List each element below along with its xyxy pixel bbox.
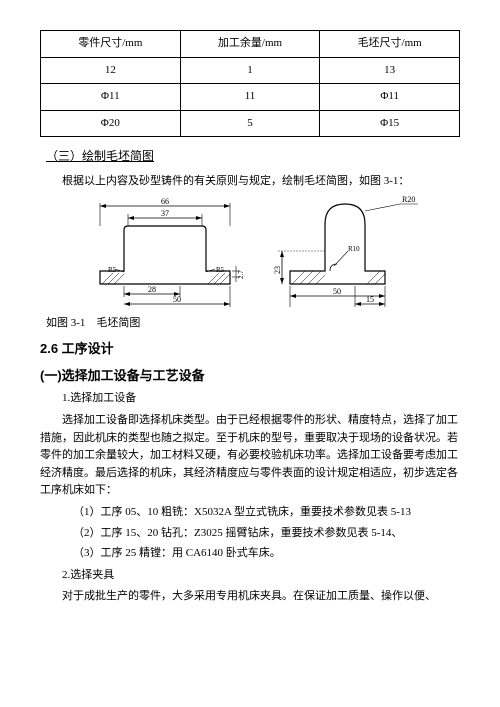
dim-50r: 50	[333, 287, 341, 296]
dim-15: 15	[366, 295, 374, 304]
dim-r5r: R5	[216, 266, 225, 274]
dim-r5l: R5	[108, 266, 117, 274]
item-2-title: 2.选择夹具	[62, 567, 460, 585]
blank-drawing-right: R20 R10 23 50	[270, 196, 420, 311]
section-2-6-sub1: (一)选择加工设备与工艺设备	[40, 366, 460, 387]
process-1: （1）工序 05、10 粗铣：X5032A 型立式铣床，重要技术参数见表 5-1…	[73, 504, 460, 522]
dim-r20: R20	[402, 196, 415, 204]
dim-2p7: 2.7	[237, 270, 245, 279]
process-3: （3）工序 25 精镗：用 CA6140 卧式车床。	[73, 545, 460, 563]
process-2: （2）工序 15、20 钻孔：Z3025 摇臂钻床，重要技术参数见表 5-14、	[73, 525, 460, 543]
blank-drawing-left: 66 37 R5 R5	[80, 196, 250, 311]
dimensions-table: 零件尺寸/mm 加工余量/mm 毛坯尺寸/mm 12 1 13 Φ11 11 Φ…	[40, 30, 460, 137]
figure-caption: 如图 3-1 毛坯简图	[46, 315, 460, 333]
dim-37: 37	[161, 209, 169, 218]
figure-3-1: 66 37 R5 R5	[40, 196, 460, 311]
dim-66: 66	[161, 197, 169, 206]
item-1-title: 1.选择加工设备	[62, 390, 460, 408]
para-2: 对于成批生产的零件，大多采用专用机床夹具。在保证加工质量、操作以便、	[40, 588, 460, 606]
para-1: 选择加工设备即选择机床类型。由于已经根据零件的形状、精度特点，选择了加工措施，因…	[40, 412, 460, 500]
table-row: Φ20 5 Φ15	[41, 110, 460, 137]
section-3-title: （三）绘制毛坯简图	[46, 147, 460, 166]
col-header: 零件尺寸/mm	[41, 31, 181, 58]
dim-28: 28	[148, 285, 156, 294]
table-row: Φ11 11 Φ11	[41, 84, 460, 111]
dim-50: 50	[173, 295, 181, 304]
dim-r10: R10	[348, 245, 360, 253]
section-2-6-title: 2.6 工序设计	[40, 339, 460, 360]
col-header: 毛坯尺寸/mm	[320, 31, 460, 58]
table-row: 12 1 13	[41, 57, 460, 84]
col-header: 加工余量/mm	[180, 31, 320, 58]
section-3-para: 根据以上内容及砂型铸件的有关原则与规定，绘制毛坯简图，如图 3-1：	[40, 173, 460, 191]
dim-23: 23	[273, 266, 282, 274]
